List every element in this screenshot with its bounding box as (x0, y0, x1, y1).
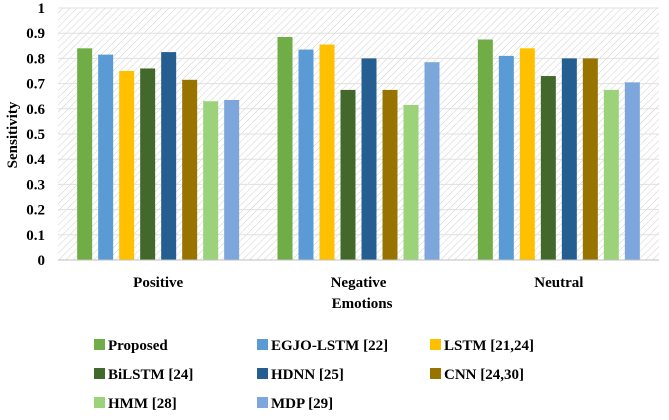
legend-swatch (94, 397, 105, 408)
y-tick-label: 0.6 (26, 102, 45, 118)
bar-1-4 (361, 58, 377, 261)
x-category-label: Neutral (534, 275, 583, 291)
gridlines (58, 7, 659, 236)
bar-2-6 (603, 89, 619, 261)
bar-0-1 (98, 54, 114, 261)
y-tick-label: 1 (38, 1, 46, 17)
legend: Proposed EGJO-LSTM [22] LSTM [21,24] BiLSTM… (94, 338, 534, 412)
legend-swatch (257, 368, 268, 379)
x-axis-title: Emotions (332, 296, 393, 312)
bar-0-6 (203, 101, 219, 261)
bar-2-7 (624, 82, 640, 260)
y-tick-label: 0.1 (26, 228, 45, 244)
y-tick-label: 0.4 (26, 152, 45, 168)
legend-swatch (94, 339, 105, 350)
legend-label: HMM [28] (108, 396, 177, 412)
bar-0-4 (161, 52, 177, 260)
y-tick-label: 0.8 (26, 51, 45, 67)
bar-0-0 (77, 48, 93, 260)
bar-1-6 (403, 105, 419, 261)
bar-1-5 (382, 89, 398, 261)
legend-label: LSTM [21,24] (444, 338, 534, 354)
bar-2-3 (540, 76, 556, 260)
bar-1-0 (277, 36, 293, 261)
bar-2-2 (519, 48, 535, 260)
legend-swatch (257, 397, 268, 408)
legend-label: CNN [24,30] (444, 367, 524, 383)
bar-0-7 (224, 99, 240, 260)
y-tick-label: 0.9 (26, 26, 45, 42)
y-tick-label: 0 (38, 253, 46, 269)
bars (77, 36, 640, 261)
bar-1-3 (340, 89, 356, 261)
legend-swatch (430, 368, 441, 379)
legend-swatch (94, 368, 105, 379)
x-category-label: Positive (133, 275, 183, 291)
legend-label: EGJO-LSTM [22] (271, 338, 388, 354)
legend-label: HDNN [25] (271, 367, 344, 383)
bar-0-5 (182, 79, 198, 260)
x-axis-categories: Positive Negative Neutral (133, 275, 583, 291)
legend-label: Proposed (108, 338, 168, 354)
bar-1-1 (298, 49, 314, 260)
y-tick-label: 0.2 (26, 203, 45, 219)
bar-2-1 (498, 55, 514, 260)
legend-swatch (430, 339, 441, 350)
bar-1-2 (319, 44, 335, 260)
legend-label: MDP [29] (271, 396, 333, 412)
bar-2-4 (561, 58, 577, 261)
y-tick-label: 0.3 (26, 177, 45, 193)
bar-1-7 (424, 62, 440, 261)
y-tick-label: 0.5 (26, 127, 45, 143)
legend-label: BiLSTM [24] (108, 367, 193, 383)
y-axis-ticks: 0 0.1 0.2 0.3 0.4 0.5 0.6 0.7 0.8 0.9 1 (26, 1, 45, 269)
bar-0-2 (119, 71, 135, 260)
x-category-label: Negative (331, 275, 387, 291)
bar-2-0 (477, 39, 493, 260)
y-axis-title: Sensitivity (5, 101, 21, 168)
bar-0-3 (140, 68, 156, 260)
y-tick-label: 0.7 (26, 77, 45, 93)
bar-2-5 (582, 58, 598, 261)
legend-swatch (257, 339, 268, 350)
